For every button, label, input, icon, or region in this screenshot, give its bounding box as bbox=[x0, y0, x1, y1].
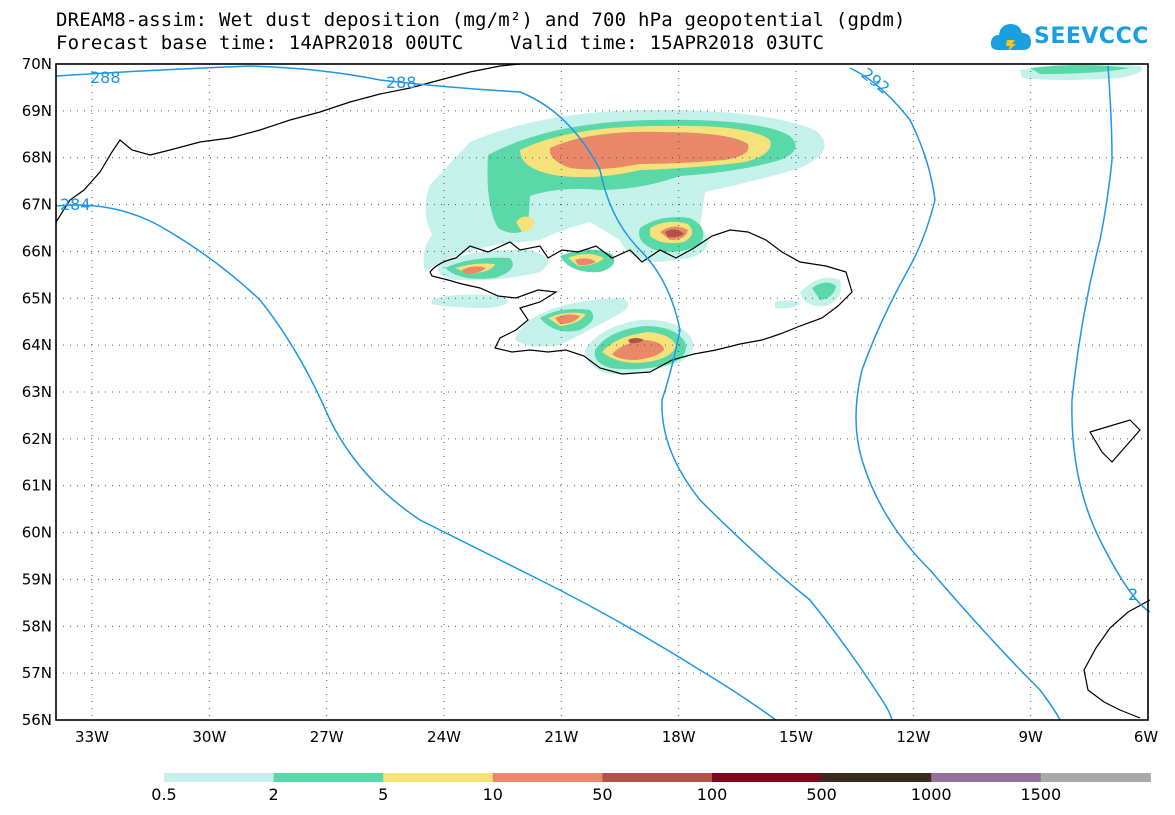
legend-label: 1000 bbox=[911, 785, 952, 804]
lon-tick-label: 6W bbox=[1134, 728, 1159, 746]
legend-label: 10 bbox=[483, 785, 503, 804]
map-title-line2: Forecast base time: 14APR2018 00UTC Vali… bbox=[56, 32, 825, 54]
logo-text: SEEVCCC bbox=[1034, 24, 1149, 49]
iceland-coast bbox=[429, 229, 853, 375]
legend-label: 50 bbox=[592, 785, 612, 804]
lat-tick-label: 56N bbox=[22, 711, 52, 729]
cloud-icon bbox=[990, 24, 1031, 51]
contour-label: 288 bbox=[90, 68, 121, 87]
legend-swatch bbox=[273, 773, 384, 782]
legend-label: 2 bbox=[269, 785, 279, 804]
contour-label: 2 bbox=[1128, 585, 1138, 604]
lat-tick-label: 66N bbox=[22, 242, 52, 260]
legend-swatch bbox=[931, 773, 1042, 782]
legend-swatch bbox=[821, 773, 932, 782]
map-grid bbox=[56, 64, 1148, 720]
lon-tick-label: 30W bbox=[192, 728, 226, 746]
lat-tick-label: 67N bbox=[22, 196, 52, 214]
lat-tick-label: 59N bbox=[22, 570, 52, 588]
map-frame bbox=[55, 63, 1149, 721]
lat-tick-label: 57N bbox=[22, 664, 52, 682]
lat-tick-label: 65N bbox=[22, 289, 52, 307]
legend-swatch bbox=[492, 773, 603, 782]
contour-labels: 288 288 292 284 2 bbox=[60, 64, 1138, 604]
contour-296 bbox=[1071, 65, 1151, 613]
lat-tick-label: 58N bbox=[22, 617, 52, 635]
legend-label: 5 bbox=[378, 785, 388, 804]
lon-tick-label: 9W bbox=[1018, 728, 1043, 746]
contour-label: 284 bbox=[60, 195, 91, 214]
legend-label: 100 bbox=[697, 785, 728, 804]
seevccc-logo: SEEVCCC bbox=[990, 18, 1150, 58]
contour-288 bbox=[55, 65, 893, 721]
greenland-coast bbox=[55, 63, 521, 223]
lat-tick-label: 63N bbox=[22, 383, 52, 401]
lat-tick-label: 68N bbox=[22, 149, 52, 167]
lat-tick-label: 69N bbox=[22, 102, 52, 120]
lon-tick-label: 27W bbox=[310, 728, 344, 746]
legend-swatch bbox=[383, 773, 494, 782]
coastlines bbox=[55, 63, 1151, 719]
lat-tick-label: 62N bbox=[22, 430, 52, 448]
legend-label: 1500 bbox=[1020, 785, 1061, 804]
lon-tick-label: 18W bbox=[662, 728, 696, 746]
legend-label: 0.5 bbox=[151, 785, 176, 804]
faroe-coast bbox=[1089, 419, 1141, 463]
lat-tick-label: 64N bbox=[22, 336, 52, 354]
legend-swatch bbox=[712, 773, 823, 782]
lat-tick-label: 60N bbox=[22, 524, 52, 542]
lon-tick-label: 21W bbox=[544, 728, 578, 746]
lat-tick-label: 61N bbox=[22, 477, 52, 495]
lon-tick-label: 24W bbox=[427, 728, 461, 746]
lat-tick-label: 70N bbox=[22, 55, 52, 73]
contour-label: 288 bbox=[386, 73, 417, 92]
contour-label: 292 bbox=[858, 64, 894, 98]
legend-swatch bbox=[164, 773, 275, 782]
contour-292 bbox=[849, 67, 1061, 721]
contour-284 bbox=[55, 204, 777, 721]
scotland-coast bbox=[1083, 599, 1151, 719]
axis-labels: 70N 69N 68N 67N 66N 65N 64N 63N 62N 61N 60N 59N 58N 5… bbox=[22, 55, 1159, 746]
lon-tick-label: 12W bbox=[896, 728, 930, 746]
lon-tick-label: 33W bbox=[75, 728, 109, 746]
legend: 0.5 2 5 10 50 100 500 1000 1500 bbox=[151, 773, 1151, 804]
legend-swatch bbox=[1040, 773, 1151, 782]
geopotential-contours bbox=[55, 65, 1151, 721]
legend-swatch bbox=[602, 773, 713, 782]
legend-label: 500 bbox=[806, 785, 837, 804]
map-title-line1: DREAM8-assim: Wet dust deposition (mg/m²… bbox=[56, 9, 906, 31]
lon-tick-label: 15W bbox=[779, 728, 813, 746]
dust-shading bbox=[423, 63, 1143, 374]
